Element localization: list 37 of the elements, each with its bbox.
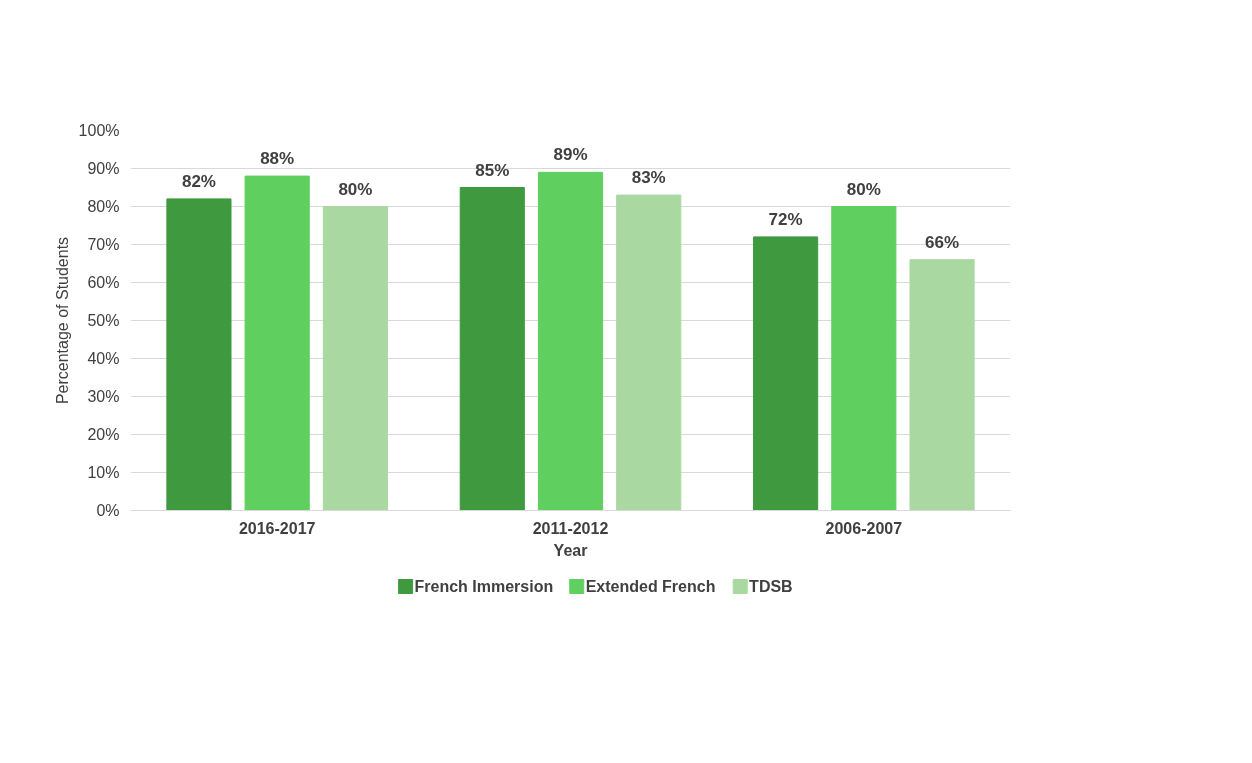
data-label: 85% — [475, 160, 510, 180]
bar — [459, 187, 525, 511]
data-label: 88% — [260, 149, 295, 169]
bar — [909, 259, 975, 511]
legend-label: French Immersion — [414, 578, 554, 595]
y-tick-label: 20% — [87, 426, 120, 443]
y-axis-title: Percentage of Students — [53, 236, 71, 405]
x-tick-label: 2006-2007 — [825, 519, 903, 537]
data-label: 82% — [181, 171, 216, 191]
y-tick-label: 0% — [96, 502, 120, 519]
y-tick-label: 90% — [87, 160, 120, 177]
data-label: 72% — [768, 209, 803, 229]
bar — [831, 206, 897, 511]
bar — [322, 206, 388, 511]
bar — [616, 194, 682, 511]
bar — [537, 171, 604, 511]
bar — [753, 236, 819, 511]
y-tick-label: 50% — [87, 312, 120, 329]
y-tick-label: 40% — [87, 350, 120, 367]
y-tick-label: 10% — [87, 464, 120, 481]
y-tick-label: 80% — [87, 198, 120, 215]
y-tick-label: 30% — [87, 388, 120, 405]
legend-label: Extended French — [585, 578, 716, 595]
data-label: 80% — [338, 179, 373, 199]
data-label: 66% — [925, 232, 960, 252]
bar — [244, 175, 310, 511]
legend-label: TDSB — [749, 578, 793, 595]
data-label: 83% — [631, 168, 666, 188]
y-tick-label: 70% — [87, 236, 120, 253]
data-label: 89% — [553, 145, 588, 165]
x-tick-label: 2011-2012 — [532, 519, 609, 537]
x-axis-title: Year — [553, 541, 588, 559]
x-tick-label: 2016-2017 — [238, 519, 316, 537]
data-label: 80% — [846, 179, 881, 199]
bar — [166, 198, 232, 511]
y-tick-label: 60% — [87, 274, 120, 291]
y-tick-label: 100% — [78, 122, 120, 139]
